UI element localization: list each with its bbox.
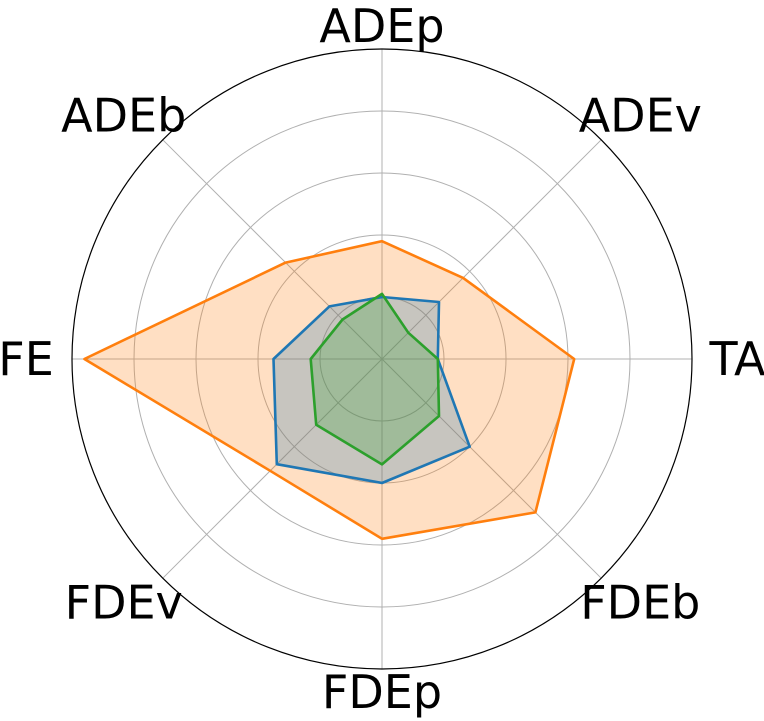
spoke-adev — [381, 139, 602, 360]
spoke-fdev — [162, 358, 383, 579]
spoke-adeb — [162, 139, 383, 360]
axis-label-adep: ADEp — [319, 0, 444, 53]
axis-label-adeb: ADEb — [61, 89, 186, 143]
axis-label-adev: ADEv — [579, 89, 702, 143]
radar-outer-ring — [71, 48, 693, 670]
series-3-line — [309, 292, 441, 466]
series-3-fill — [310, 293, 439, 465]
spoke-fdeb — [381, 358, 602, 579]
series-2-line — [272, 295, 472, 485]
axis-label-tfe: TFE — [0, 332, 54, 386]
axis-label-fdeb: FDEb — [580, 575, 700, 629]
series-1-fill — [84, 241, 575, 539]
radar-grid — [72, 49, 692, 669]
series-1-line — [83, 239, 576, 541]
radar-series-group — [83, 239, 576, 541]
axis-label-fdep: FDEp — [322, 665, 442, 719]
axis-label-fdev: FDEv — [65, 575, 183, 629]
axis-label-tae: TAE — [708, 332, 764, 386]
